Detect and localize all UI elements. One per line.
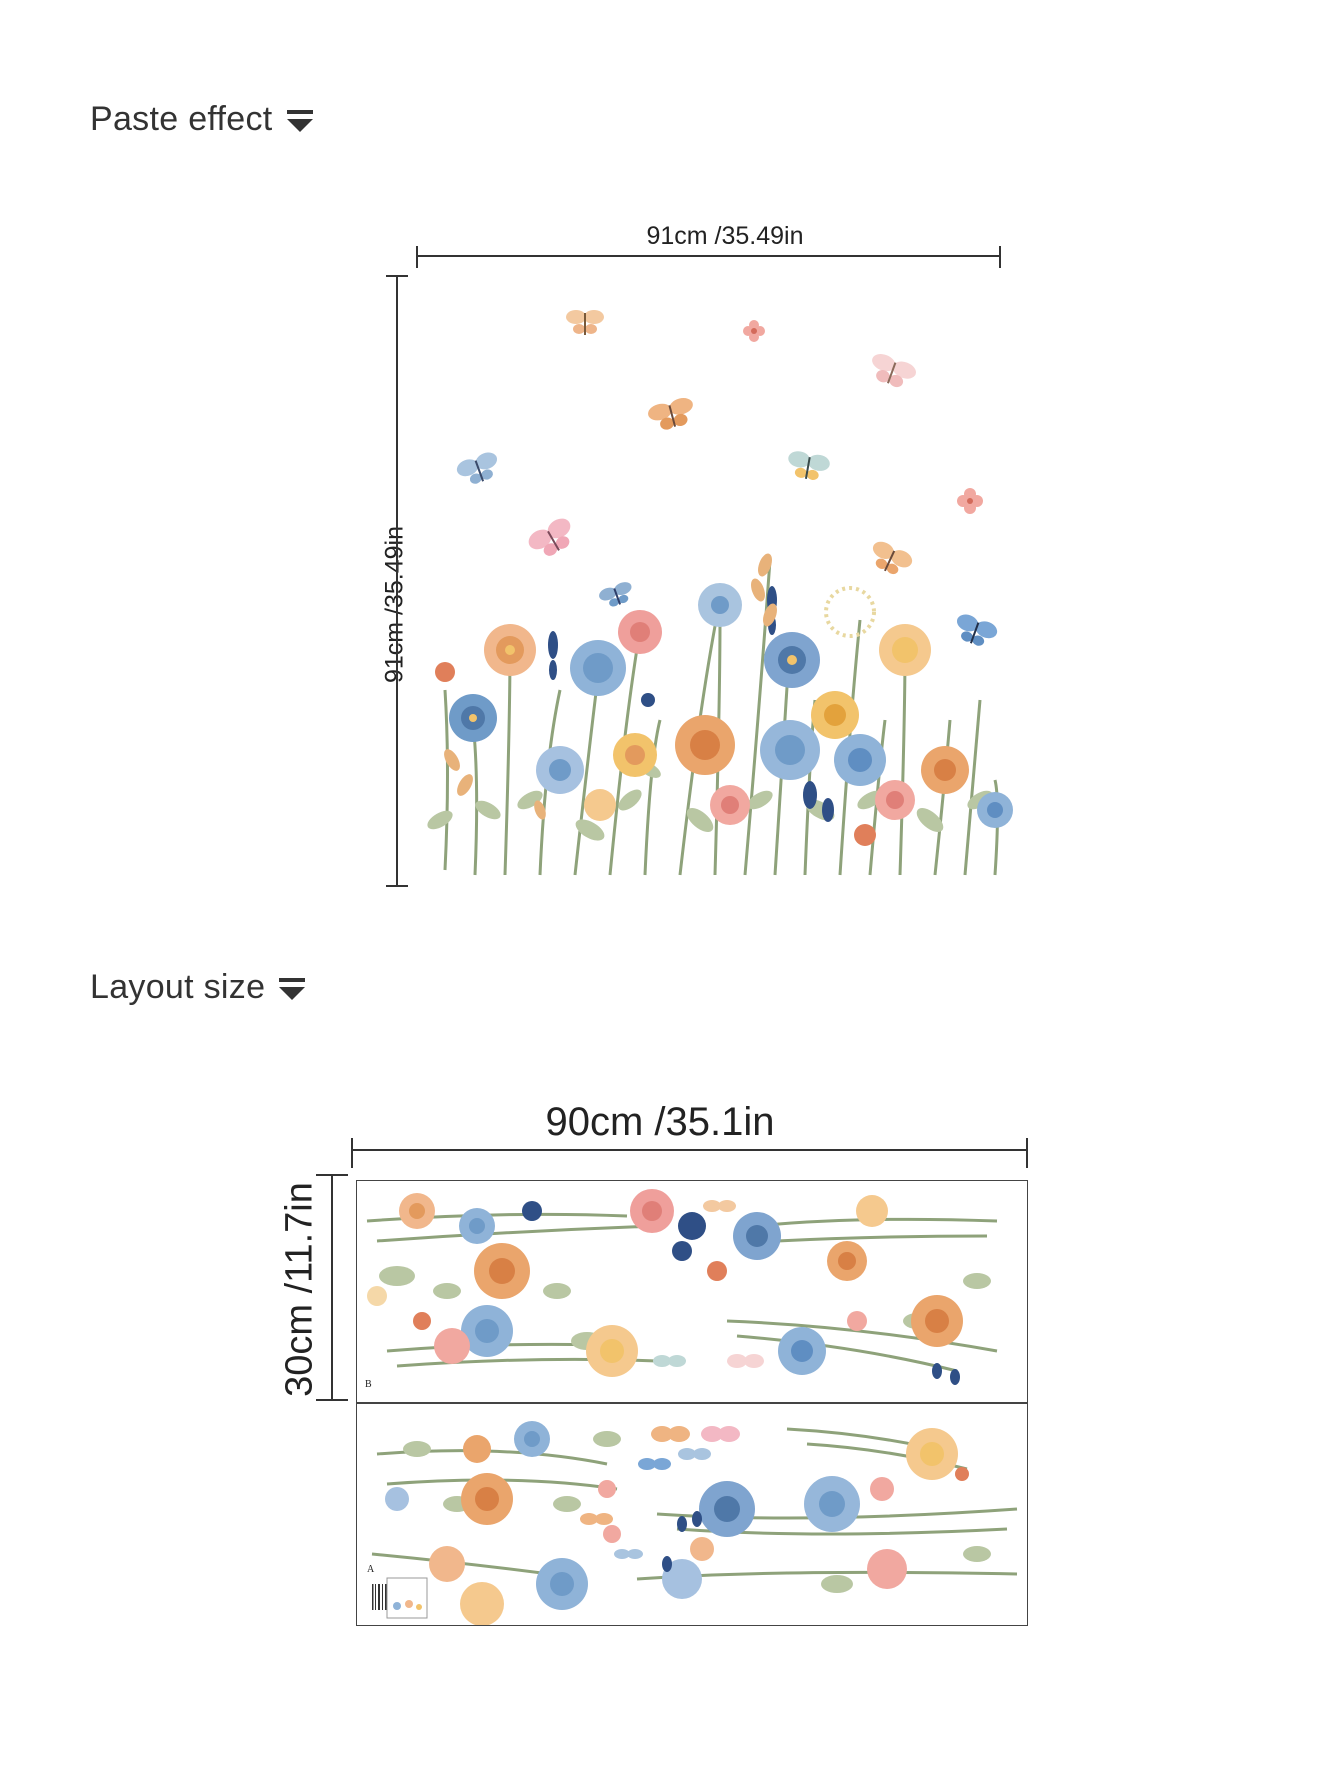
butterfly-icon [566,310,604,335]
flower-icon [834,734,886,786]
dropdown-triangle-icon [279,978,306,1000]
flower-heads [435,583,1013,846]
sheet-a-art [371,1421,1018,1625]
paste-effect-label: Paste effect [90,100,273,138]
flower-icon [584,789,616,821]
paste-width-dimension-line [416,246,1001,268]
barcode-icon [372,1584,387,1610]
flower-icon [977,792,1013,828]
sticker-sheet-b: B [356,1180,1028,1403]
flower-icon [675,715,735,775]
butterfly-icon [872,354,916,388]
flower-icon [875,780,915,820]
flower-icon [613,733,657,777]
layout-size-title[interactable]: Layout size [90,968,306,1007]
butterfly-icon [456,452,498,484]
flower-icon [698,583,742,627]
paste-effect-title[interactable]: Paste effect [90,100,313,139]
flower-icon [618,610,662,654]
paste-width-label: 91cm /35.49in [646,222,804,250]
flower-icon [449,694,497,742]
wheat-spikes [444,553,777,820]
butterfly-icon [872,541,913,575]
flower-icon [811,691,859,739]
paste-height-dimension-line [386,275,408,887]
dropdown-triangle-icon [286,110,313,132]
layout-size-label: Layout size [90,968,266,1006]
butterfly-icon [599,582,632,607]
sheet-a-label: A [367,1564,375,1575]
sheet-b-label: B [365,1379,372,1390]
butterfly-icon [788,451,830,480]
layout-width-label: 90cm /35.1in [545,1100,775,1144]
umbel-icon [824,586,876,638]
flower-icon [879,624,931,676]
small-blossom-icon [957,488,983,514]
butterfly-icon [528,518,571,556]
flower-icon [536,746,584,794]
flower-icon [854,824,876,846]
flower-icon [484,624,536,676]
butterflies-group [456,310,998,646]
flower-icon [764,632,820,688]
lavender-spikes [548,586,834,822]
butterfly-icon [648,398,693,430]
flower-icon [921,746,969,794]
sticker-sheet-a: A [356,1403,1028,1626]
flower-icon [570,640,626,696]
layout-width-dimension-line [351,1138,1028,1168]
flower-icon [710,785,750,825]
meadow-group [427,553,1013,876]
flower-icon [760,720,820,780]
product-thumbnail [386,1577,428,1619]
sheet-b-art [366,1189,998,1385]
layout-height-dimension-line [316,1174,348,1401]
flower-icon [435,662,455,682]
small-blossom-icon [743,320,765,342]
butterfly-icon [956,614,998,646]
